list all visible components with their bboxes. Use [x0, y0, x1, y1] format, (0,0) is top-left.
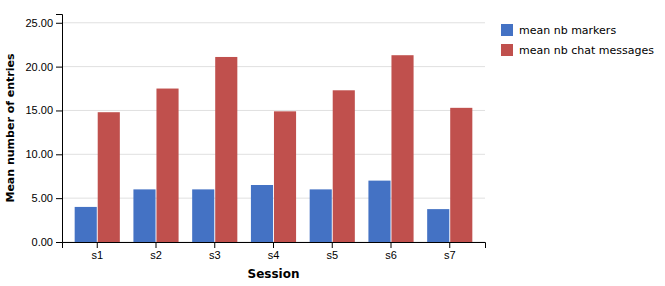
bar: [215, 57, 237, 242]
x-tick-label: s7: [444, 249, 456, 261]
x-tick-label: s3: [209, 249, 221, 261]
x-tick: s1: [91, 242, 103, 261]
x-tick: s7: [444, 242, 456, 261]
x-tick: s4: [268, 242, 280, 261]
plot-area: s1 s2 s3 s4 s5 s6 s7 0.00 5.00 10.00 15.00 20.00 25.…: [25, 15, 485, 261]
x-tick-mark: [391, 242, 392, 248]
y-tick: 5.00: [32, 192, 62, 204]
x-tick: s6: [385, 242, 397, 261]
y-tick-label: 10.00: [25, 148, 53, 160]
bar: [251, 185, 273, 242]
legend-item: mean nb markers: [501, 24, 616, 37]
grid-line: [62, 154, 485, 155]
y-tick-label: 20.00: [25, 61, 53, 73]
legend-item: mean nb chat messages: [501, 44, 654, 57]
bars: [75, 55, 473, 242]
grid-line: [62, 66, 485, 67]
bar: [274, 111, 296, 242]
x-tick-label: s1: [91, 249, 103, 261]
bar: [427, 209, 449, 242]
y-tick-mark: [56, 154, 62, 155]
bar: [98, 112, 120, 242]
y-axis-line: [56, 15, 63, 243]
bar: [450, 108, 472, 242]
y-tick: 15.00: [25, 104, 62, 116]
y-tick-mark: [56, 67, 62, 68]
grid-line: [62, 22, 485, 23]
y-tick-mark: [56, 198, 62, 199]
chart-container: s1 s2 s3 s4 s5 s6 s7 0.00 5.00 10.00 15.00 20.00 25.…: [0, 0, 665, 286]
grid: [62, 23, 485, 242]
bar: [133, 189, 155, 242]
legend-label: mean nb markers: [519, 24, 616, 37]
x-tick-mark: [156, 242, 157, 248]
grid-line: [62, 110, 485, 111]
x-tick-mark: [449, 242, 450, 248]
bar: [310, 189, 332, 242]
x-tick-mark: [332, 242, 333, 248]
chart-svg: s1 s2 s3 s4 s5 s6 s7 0.00 5.00 10.00 15.00 20.00 25.…: [0, 0, 665, 286]
bar: [333, 90, 355, 242]
x-axis-line: [63, 243, 486, 249]
y-tick-label: 5.00: [32, 192, 53, 204]
x-tick: s5: [326, 242, 338, 261]
bar: [391, 55, 413, 242]
x-tick-mark: [97, 242, 98, 248]
grid-line: [62, 198, 485, 199]
y-tick-label: 15.00: [25, 104, 53, 116]
y-axis: 0.00 5.00 10.00 15.00 20.00 25.00: [25, 15, 62, 249]
x-tick: s3: [209, 242, 221, 261]
x-tick-label: s4: [268, 249, 280, 261]
y-tick-label: 25.00: [25, 17, 53, 29]
x-tick-label: s2: [150, 249, 162, 261]
y-tick-mark: [56, 110, 62, 111]
y-tick: 25.00: [25, 17, 62, 29]
legend-swatch: [501, 24, 513, 36]
y-tick-label: 0.00: [32, 236, 53, 248]
bar: [156, 89, 178, 242]
y-tick-mark: [56, 242, 62, 243]
x-axis-title: Session: [248, 267, 300, 281]
y-tick: 20.00: [25, 61, 62, 73]
x-tick-label: s5: [326, 249, 338, 261]
bar-series: [98, 55, 473, 242]
x-tick-mark: [273, 242, 274, 248]
bar: [368, 181, 390, 242]
legend-label: mean nb chat messages: [519, 44, 654, 57]
y-tick: 10.00: [25, 148, 62, 160]
legend: mean nb markers mean nb chat messages: [501, 24, 654, 57]
legend-swatch: [501, 44, 513, 56]
y-tick: 0.00: [32, 236, 62, 248]
y-axis-title: Mean number of entries: [4, 53, 17, 203]
x-tick: s2: [150, 242, 162, 261]
x-tick-mark: [214, 242, 215, 248]
y-tick-mark: [56, 23, 62, 24]
bar: [192, 189, 214, 242]
x-axis: s1 s2 s3 s4 s5 s6 s7: [63, 242, 486, 261]
x-tick-label: s6: [385, 249, 397, 261]
bar: [75, 207, 97, 242]
